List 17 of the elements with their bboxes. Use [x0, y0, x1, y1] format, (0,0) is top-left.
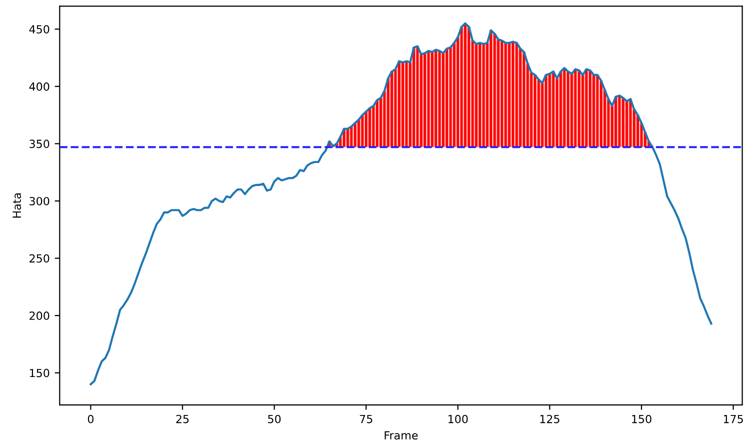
x-tick-label: 25 — [176, 414, 189, 424]
y-axis-title: Hata — [12, 193, 22, 218]
y-tick-label: 150 — [30, 368, 50, 378]
x-tick-label: 175 — [724, 414, 743, 424]
y-tick-label: 250 — [30, 254, 50, 263]
x-tick-label: 125 — [540, 414, 560, 424]
y-tick-label: 200 — [30, 312, 50, 320]
y-tick-label: 450 — [29, 25, 50, 34]
x-tick-label: 100 — [448, 414, 468, 424]
x-axis-title: Frame — [384, 431, 418, 440]
y-tick-label: 400 — [29, 82, 50, 91]
x-tick-label: 50 — [268, 414, 281, 424]
x-tick-label: 75 — [360, 414, 372, 424]
x-tick-label: 150 — [632, 414, 652, 424]
y-tick-label: 350 — [30, 140, 50, 148]
y-tick-label: 300 — [30, 196, 50, 206]
x-tick-label: 0 — [88, 414, 94, 424]
